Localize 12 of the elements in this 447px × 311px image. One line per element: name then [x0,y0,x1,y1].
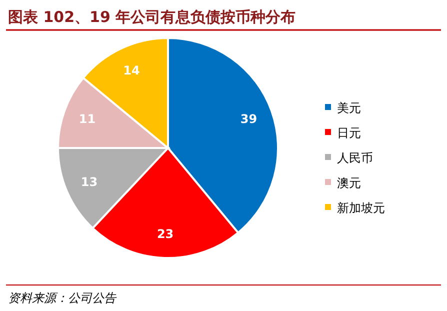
legend-label: 澳元 [337,176,361,190]
legend-label: 美元 [337,101,361,115]
data-label: 39 [240,112,258,126]
data-label: 14 [123,63,140,78]
data-label: 11 [78,112,96,126]
text: 资料来源：公司公告 [8,291,117,305]
data-label: 23 [156,226,174,241]
data-label: 13 [80,175,98,190]
legend-label: 人民币 [337,151,373,165]
chart-title: 图表 102、19 年公司有息负债按币种分布 [8,8,296,26]
legend-label: 日元 [337,126,361,140]
legend-label: 新加坡元 [337,201,385,215]
